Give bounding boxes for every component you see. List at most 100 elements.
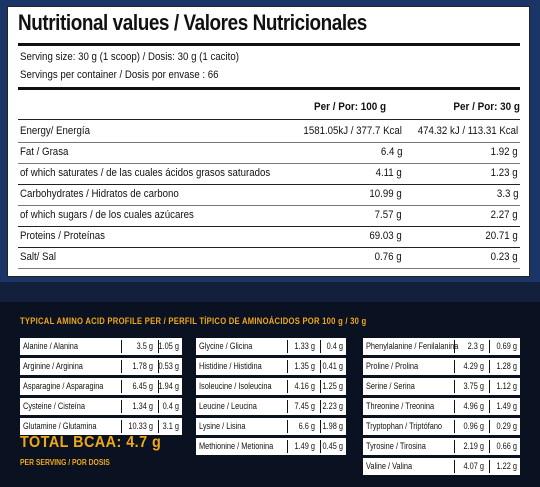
amino-acid-row: Histidine / Histidina 1.35 g 0.41 g <box>196 358 346 375</box>
cell-separator <box>158 420 159 433</box>
nutrition-panel <box>7 6 530 277</box>
nutrient-label: Proteins / Proteínas <box>20 230 106 242</box>
nutrition-row: Salt/ Sal 0.76 g 0.23 g <box>18 247 520 268</box>
nutrient-label: Carbohydrates / Hidratos de carbono <box>20 188 179 200</box>
amino-per-30g: 0.41 g <box>322 361 343 371</box>
value-per-30g: 474.32 kJ / 113.31 Kcal <box>417 125 518 137</box>
cell-separator <box>454 380 455 393</box>
nutrition-row: Energy/ Energía 1581.05kJ / 377.7 Kcal 474… <box>18 121 520 142</box>
cell-separator <box>454 360 455 373</box>
cell-separator <box>287 340 288 353</box>
amino-acid-row: Tyrosine / Tirosina 2.19 g 0.66 g <box>363 438 520 455</box>
value-per-30g: 20.71 g <box>485 230 518 242</box>
amino-acid-name: Valine / Valina <box>366 461 413 471</box>
amino-per-30g: 1.94 g <box>158 381 179 391</box>
nutrition-row: of which sugars / de los cuales azúcares… <box>18 205 520 226</box>
row-divider <box>18 163 520 164</box>
cell-separator <box>320 420 321 433</box>
amino-acid-row: Alanine / Alanina 3.5 g 1.05 g <box>20 338 182 355</box>
nutrition-row: Proteins / Proteínas 69.03 g 20.71 g <box>18 226 520 247</box>
amino-per-100g: 2.3 g <box>467 341 484 351</box>
amino-per-30g: 0.69 g <box>496 341 517 351</box>
amino-acid-row: Arginine / Arginina 1.78 g 0.53 g <box>20 358 182 375</box>
amino-per-100g: 4.29 g <box>463 361 484 371</box>
bcaa-total: TOTAL BCAA: 4.7 g <box>20 434 162 451</box>
amino-per-30g: 1.12 g <box>496 381 517 391</box>
value-per-100g: 4.11 g <box>375 167 402 179</box>
cell-separator <box>489 440 490 453</box>
amino-per-30g: 0.29 g <box>496 421 517 431</box>
amino-per-100g: 1.78 g <box>132 361 153 371</box>
cell-separator <box>489 340 490 353</box>
amino-acid-row: Asparagine / Asparagina 6.45 g 1.94 g <box>20 378 182 395</box>
amino-per-100g: 1.49 g <box>294 441 315 451</box>
serving-divider <box>18 87 520 90</box>
amino-per-100g: 6.6 g <box>298 421 315 431</box>
amino-acid-row: Threonine / Treonina 4.96 g 1.49 g <box>363 398 520 415</box>
amino-per-100g: 4.16 g <box>294 381 315 391</box>
row-divider <box>18 226 520 227</box>
cell-separator <box>158 380 159 393</box>
amino-acid-row: Valine / Valina 4.07 g 1.22 g <box>363 458 520 475</box>
amino-acid-row: Glycine / Glicina 1.33 g 0.4 g <box>196 338 346 355</box>
amino-acid-row: Tryptophan / Triptófano 0.96 g 0.29 g <box>363 418 520 435</box>
cell-separator <box>320 340 321 353</box>
cell-separator <box>158 360 159 373</box>
amino-title: TYPICAL AMINO ACID PROFILE PER / PERFIL … <box>20 316 367 326</box>
cell-separator <box>287 360 288 373</box>
nutrient-label: Salt/ Sal <box>20 251 57 263</box>
amino-per-100g: 3.75 g <box>463 381 484 391</box>
amino-acid-name: Tyrosine / Tirosina <box>366 441 426 451</box>
cell-separator <box>287 380 288 393</box>
cell-separator <box>158 400 159 413</box>
nutrient-label: of which sugars / de los cuales azúcares <box>20 209 194 221</box>
amino-acid-name: Cysteine / Cisteína <box>23 401 85 411</box>
cell-separator <box>121 360 122 373</box>
value-per-100g: 0.76 g <box>375 251 402 263</box>
cell-separator <box>287 440 288 453</box>
amino-per-30g: 1.22 g <box>496 461 517 471</box>
amino-per-30g: 0.4 g <box>326 341 343 351</box>
row-divider <box>18 247 520 248</box>
bcaa-subtitle: PER SERVING / POR DOSIS <box>20 458 110 467</box>
value-per-100g: 1581.05kJ / 377.7 Kcal <box>303 125 402 137</box>
amino-acid-row: Serine / Serina 3.75 g 1.12 g <box>363 378 520 395</box>
value-per-100g: 69.03 g <box>369 230 402 242</box>
cell-separator <box>121 420 122 433</box>
amino-acid-row: Glutamine / Glutamina 10.33 g 3.1 g <box>20 418 182 435</box>
header-per-30g: Per / Por: 30 g <box>453 101 520 113</box>
amino-per-30g: 0.45 g <box>322 441 343 451</box>
value-per-100g: 10.99 g <box>369 188 402 200</box>
row-divider <box>18 268 520 269</box>
cell-separator <box>287 420 288 433</box>
nutrient-label: Fat / Grasa <box>20 146 69 158</box>
nutrition-row: Carbohydrates / Hidratos de carbono 10.99… <box>18 184 520 205</box>
amino-per-30g: 1.28 g <box>496 361 517 371</box>
amino-acid-name: Serine / Serina <box>366 381 415 391</box>
amino-per-100g: 10.33 g <box>128 421 153 431</box>
amino-acid-row: Lysine / Lisina 6.6 g 1.98 g <box>196 418 346 435</box>
cell-separator <box>489 360 490 373</box>
cell-separator <box>320 360 321 373</box>
amino-per-30g: 3.1 g <box>162 421 179 431</box>
amino-acid-name: Asparagine / Asparagina <box>23 381 104 391</box>
amino-acid-name: Threonine / Treonina <box>366 401 435 411</box>
amino-per-100g: 4.96 g <box>463 401 484 411</box>
cell-separator <box>454 340 455 353</box>
value-per-100g: 6.4 g <box>380 146 402 158</box>
amino-per-100g: 4.07 g <box>463 461 484 471</box>
page-title: Nutritional values / Valores Nutricional… <box>18 10 367 35</box>
value-per-30g: 1.23 g <box>491 167 518 179</box>
cell-separator <box>454 420 455 433</box>
nutrient-label: of which saturates / de las cuales ácido… <box>20 167 271 179</box>
value-per-30g: 0.23 g <box>491 251 518 263</box>
row-divider <box>18 142 520 143</box>
amino-acid-name: Glutamine / Glutamina <box>23 421 97 431</box>
cell-separator <box>489 380 490 393</box>
amino-acid-row: Isoleucine / Isoleucina 4.16 g 1.25 g <box>196 378 346 395</box>
value-per-30g: 2.27 g <box>491 209 518 221</box>
cell-separator <box>121 380 122 393</box>
amino-per-30g: 2.23 g <box>322 401 343 411</box>
header-divider <box>18 119 520 120</box>
serving-size: Serving size: 30 g (1 scoop) / Dosis: 30… <box>20 51 239 63</box>
